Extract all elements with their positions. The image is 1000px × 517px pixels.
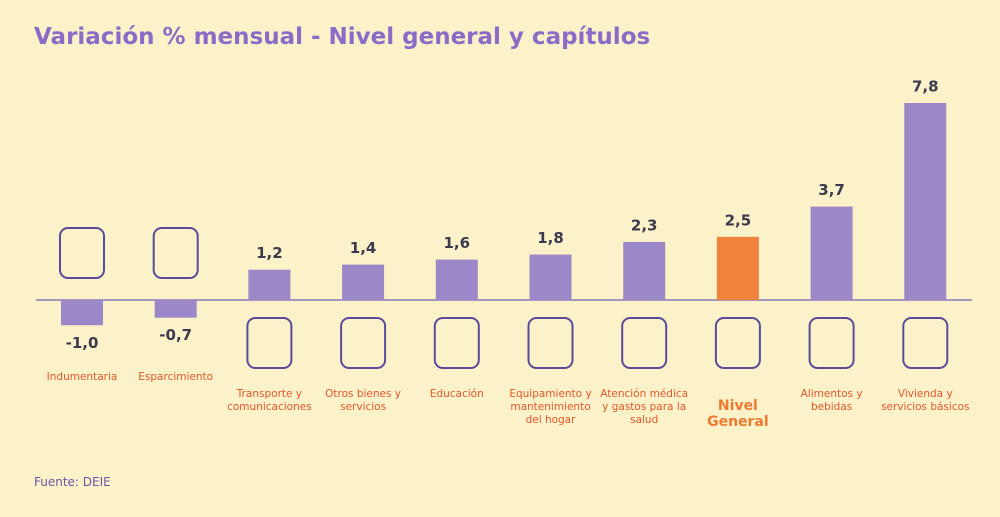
bar [810,206,853,300]
bar [529,254,572,300]
bar [248,269,291,300]
bar [435,259,478,300]
icon [808,317,855,369]
chart-title: Variación % mensual - Nivel general y ca… [34,24,651,50]
category-label: Equipamiento y mantenimiento del hogar [509,388,592,426]
bar [716,236,759,300]
category-label: Nivel General [707,398,769,430]
category-label: Vivienda y servicios básicos [881,388,970,413]
source: Fuente: DEIE [34,475,111,489]
icon [621,317,668,369]
icon [340,317,387,369]
category-label: Alimentos y bebidas [800,388,863,413]
category-label: Educación [429,388,484,400]
value-label: 7,8 [912,78,939,96]
icon [433,317,480,369]
value-label: 1,6 [444,234,471,252]
icon [527,317,574,369]
category-label: Indumentaria [46,371,118,383]
category-label: Transporte y comunicaciones [227,388,312,413]
value-label: -1,0 [66,334,99,352]
value-label: -0,7 [159,326,192,344]
bar [623,241,666,300]
bar [342,264,385,300]
category-label: Atención médica y gastos para la salud [600,388,689,426]
icon [59,227,105,279]
bar [154,300,197,318]
category-label: Esparcimiento [138,371,214,383]
bar [904,103,947,300]
icon [152,227,199,279]
icon [246,317,293,369]
icon [902,317,949,369]
value-label: 1,4 [350,239,377,257]
category-label: Otros bienes y servicios [325,388,402,413]
icon [714,317,761,369]
value-label: 1,8 [537,229,564,247]
bar [61,300,103,326]
value-label: 2,3 [631,216,658,234]
value-label: 2,5 [725,211,752,229]
value-label: 1,2 [256,244,283,262]
value-label: 3,7 [818,181,845,199]
